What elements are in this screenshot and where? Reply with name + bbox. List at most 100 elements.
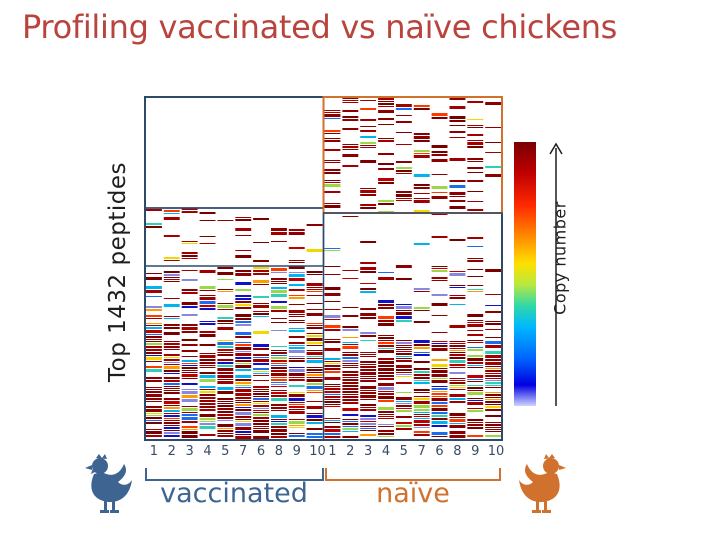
heatmap-cell: [395, 194, 412, 197]
heatmap-cell: [324, 248, 341, 249]
heatmap-cell: [146, 226, 162, 228]
heatmap-cell: [431, 345, 448, 347]
heatmap-cell: [342, 421, 359, 422]
heatmap-cell: [395, 115, 412, 116]
heatmap-cell: [485, 127, 502, 128]
sample-number: 5: [221, 444, 230, 459]
heatmap-cell: [413, 431, 430, 433]
heatmap-cell: [360, 369, 377, 371]
heatmap-cell: [163, 260, 180, 261]
heatmap-cell: [360, 100, 377, 101]
heatmap-cell: [181, 408, 198, 411]
heatmap-cell: [342, 128, 359, 130]
heatmap-cell: [431, 154, 448, 156]
heatmap-cell: [271, 386, 287, 387]
heatmap-cell: [288, 274, 305, 277]
heatmap-cell: [342, 116, 359, 118]
heatmap-cell: [288, 347, 305, 349]
heatmap-cell: [181, 429, 198, 430]
heatmap-cell: [181, 324, 198, 326]
heatmap-cell: [306, 428, 323, 430]
heatmap-cell: [413, 133, 430, 135]
heatmap-cell: [217, 403, 234, 404]
vaccinated-group-label: vaccinated: [160, 478, 308, 509]
heatmap-cell: [431, 370, 448, 373]
heatmap-cell: [413, 374, 430, 376]
heatmap-cell: [271, 330, 287, 331]
heatmap-cell: [324, 162, 341, 163]
heatmap-cell: [467, 269, 484, 270]
heatmap-cell: [217, 317, 234, 319]
heatmap-cell: [271, 272, 287, 273]
heatmap-cell: [217, 303, 234, 304]
heatmap-cell: [342, 360, 359, 362]
heatmap-cell: [431, 343, 448, 344]
heatmap-cell: [199, 365, 216, 366]
heatmap-cell: [342, 396, 359, 398]
heatmap-cell: [485, 311, 502, 313]
heatmap-cell: [181, 365, 198, 366]
heatmap-cell: [342, 394, 359, 395]
heatmap-cell: [485, 382, 502, 384]
heatmap-cell: [163, 235, 180, 237]
heatmap-cell: [324, 274, 341, 275]
heatmap-cell: [181, 412, 198, 413]
heatmap-cell: [449, 325, 466, 328]
heatmap-cell: [467, 285, 484, 286]
heatmap-cell: [395, 397, 412, 400]
heatmap-cell: [271, 355, 287, 356]
heatmap-cell: [413, 155, 430, 158]
heatmap-cell: [378, 272, 394, 273]
heatmap-cell: [485, 366, 502, 367]
heatmap-cell: [271, 382, 287, 383]
heatmap-cell: [324, 315, 341, 318]
heatmap-cell: [449, 196, 466, 197]
heatmap-cell: [288, 289, 305, 291]
heatmap-cell: [271, 377, 287, 378]
heatmap-cell: [378, 124, 394, 125]
heatmap-cell: [199, 297, 216, 300]
heatmap-cell: [395, 358, 412, 359]
slide-title: Profiling vaccinated vs naïve chickens: [22, 8, 618, 46]
heatmap-cell: [485, 380, 502, 381]
heatmap-cell: [306, 406, 323, 409]
heatmap-cell: [413, 150, 430, 152]
heatmap-cell: [467, 392, 484, 395]
heatmap-cell: [467, 419, 484, 421]
heatmap-cell: [181, 372, 198, 373]
heatmap-cell: [467, 334, 484, 336]
heatmap-cell: [288, 373, 305, 376]
heatmap-cell: [342, 426, 359, 427]
heatmap-cell: [199, 331, 216, 333]
heatmap-cell: [271, 301, 287, 303]
naive-lower-block: [322, 212, 503, 441]
heatmap-cell: [360, 378, 377, 379]
heatmap-cell: [324, 361, 341, 362]
heatmap-cell: [271, 426, 287, 428]
heatmap-cell: [431, 412, 448, 414]
sample-number: 7: [417, 444, 426, 459]
heatmap-cell: [306, 436, 323, 438]
heatmap-cell: [217, 340, 234, 341]
heatmap-cell: [485, 305, 502, 306]
sample-number: 8: [453, 444, 462, 459]
heatmap-cell: [485, 399, 502, 400]
heatmap-cell: [395, 104, 412, 107]
heatmap-cell: [235, 382, 252, 384]
heatmap-cell: [306, 289, 323, 290]
heatmap-cell: [360, 404, 377, 406]
heatmap-cell: [485, 351, 502, 354]
heatmap-cell: [431, 421, 448, 424]
heatmap-cell: [181, 421, 198, 423]
heatmap-cell: [378, 345, 394, 347]
colorbar-label: Copy number: [550, 201, 570, 315]
heatmap-frames: [144, 96, 503, 441]
chicken-icon-naive: [519, 454, 566, 513]
heatmap-cell: [431, 151, 448, 153]
heatmap-cell: [342, 307, 359, 308]
heatmap-cell: [217, 354, 234, 356]
heatmap-cell: [413, 424, 430, 426]
heatmap-cell: [235, 436, 252, 439]
heatmap-cell: [217, 267, 234, 269]
heatmap-cell: [235, 387, 252, 388]
